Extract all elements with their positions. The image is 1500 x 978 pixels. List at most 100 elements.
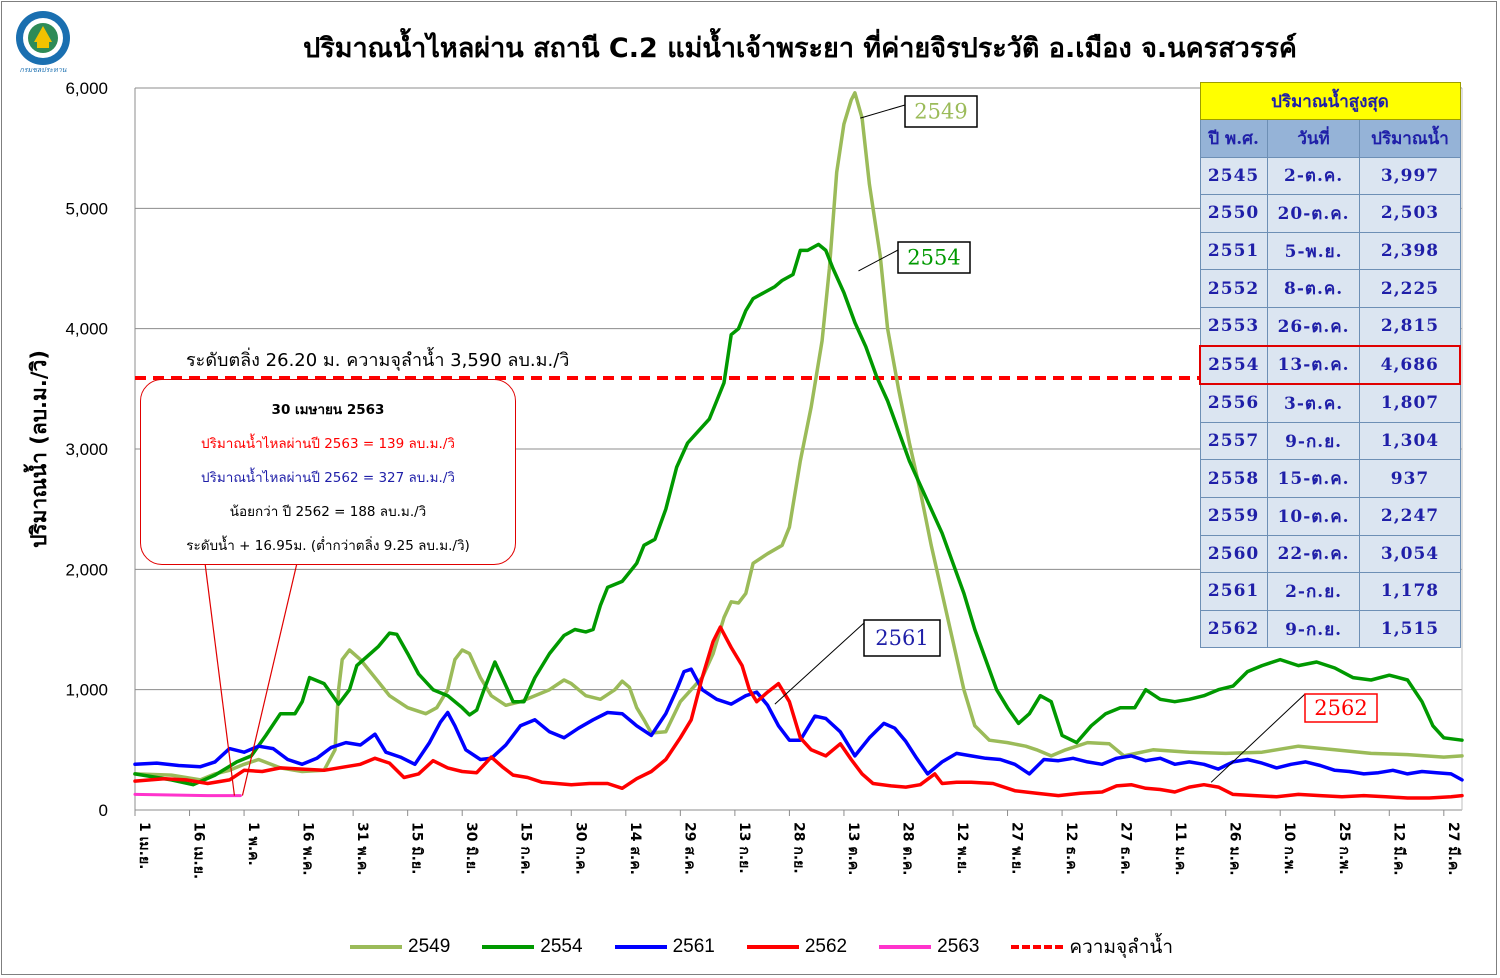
callout-box-2549 bbox=[904, 95, 978, 128]
peak-year: 2551 bbox=[1199, 231, 1268, 271]
table-row: 2552 8-ต.ค. 2,225 bbox=[1199, 269, 1461, 308]
legend-label: ความจุลำน้ำ bbox=[1069, 937, 1174, 958]
callout-leader-2562 bbox=[1210, 693, 1306, 783]
legend-label: 2561 bbox=[672, 936, 715, 957]
info-pointer-left bbox=[204, 562, 236, 796]
peak-year: 2557 bbox=[1199, 421, 1268, 461]
table-row: 2553 26-ต.ค. 2,815 bbox=[1199, 306, 1461, 347]
table-row: 2557 9-ก.ย. 1,304 bbox=[1199, 421, 1461, 461]
peak-table-title: ปริมาณน้ำสูงสุด bbox=[1199, 82, 1461, 120]
peak-date: 9-ก.ย. bbox=[1266, 421, 1361, 461]
status-info-box: 30 เมษายน 2563 ปริมาณน้ำไหลผ่านปี 2563 =… bbox=[140, 379, 516, 565]
x-tick-label: 26 ม.ค. bbox=[1227, 822, 1243, 876]
x-tick-label: 27 มี.ค. bbox=[1445, 822, 1461, 876]
series-line-2549 bbox=[133, 91, 1464, 782]
peak-date: 22-ต.ค. bbox=[1266, 534, 1361, 574]
info-difference: น้อยกว่า ปี 2562 = 188 ลบ.ม./วิ bbox=[229, 504, 427, 520]
peak-year: 2556 bbox=[1199, 383, 1268, 423]
peak-discharge: 1,807 bbox=[1359, 383, 1461, 423]
peak-discharge: 2,225 bbox=[1359, 269, 1461, 308]
peak-date: 8-ต.ค. bbox=[1266, 269, 1361, 308]
x-tick-label: 31 พ.ค. bbox=[354, 822, 370, 876]
x-tick-label: 10 ก.พ. bbox=[1281, 822, 1297, 875]
x-tick-label: 12 มี.ค. bbox=[1390, 822, 1406, 876]
legend-item: 2563 bbox=[879, 936, 979, 958]
legend-swatch bbox=[482, 945, 535, 949]
x-tick-label: 14 ส.ค. bbox=[627, 822, 643, 875]
legend-swatch bbox=[746, 945, 799, 949]
peak-discharge: 937 bbox=[1359, 459, 1461, 498]
chart-title: ปริมาณน้ำไหลผ่าน สถานี C.2 แม่น้ำเจ้าพระ… bbox=[303, 33, 1297, 64]
table-row: 2558 15-ต.ค. 937 bbox=[1199, 459, 1461, 498]
x-tick-label: 28 ก.ย. bbox=[790, 822, 806, 874]
x-tick-label: 27 ธ.ค. bbox=[1118, 822, 1134, 875]
peak-discharge: 2,815 bbox=[1359, 306, 1461, 347]
table-row: 2545 2-ต.ค. 3,997 bbox=[1199, 156, 1461, 196]
peak-year: 2552 bbox=[1199, 269, 1268, 308]
peak-date: 10-ต.ค. bbox=[1266, 496, 1361, 536]
callout-label-2554: 2554 bbox=[907, 246, 960, 270]
peak-year: 2558 bbox=[1199, 459, 1268, 498]
department-logo: กรมชลประทาน bbox=[16, 11, 70, 74]
legend-item: 2562 bbox=[746, 936, 847, 958]
y-tick-label: 5,000 bbox=[65, 199, 108, 218]
x-tick-label: 11 ม.ค. bbox=[1172, 822, 1188, 876]
table-row: 2561 2-ก.ย. 1,178 bbox=[1199, 572, 1461, 611]
x-tick-label: 27 พ.ย. bbox=[1009, 822, 1025, 874]
peak-year: 2562 bbox=[1199, 609, 1268, 649]
x-tick-label: 25 ก.พ. bbox=[1336, 822, 1352, 875]
series-line-2554 bbox=[133, 242, 1464, 787]
x-tick-label: 29 ส.ค. bbox=[681, 822, 697, 875]
peak-date: 2-ก.ย. bbox=[1266, 572, 1361, 611]
x-tick-label: 15 ก.ค. bbox=[518, 822, 534, 875]
svg-text:กรมชลประทาน: กรมชลประทาน bbox=[20, 66, 67, 74]
peak-discharge: 4,686 bbox=[1359, 344, 1462, 386]
legend-swatch bbox=[614, 945, 667, 949]
x-tick-label: 15 มิ.ย. bbox=[409, 822, 425, 874]
peak-year: 2559 bbox=[1199, 496, 1268, 536]
info-flow-2563: ปริมาณน้ำไหลผ่านปี 2563 = 139 ลบ.ม./วิ bbox=[201, 436, 455, 452]
x-tick-label: 16 พ.ค. bbox=[300, 822, 316, 876]
x-tick-label: 30 ก.ค. bbox=[572, 822, 588, 875]
x-tick-label: 13 ต.ค. bbox=[845, 822, 861, 875]
x-tick-label: 28 ต.ค. bbox=[899, 822, 915, 875]
peak-date: 5-พ.ย. bbox=[1266, 231, 1361, 271]
y-axis-label: ปริมาณน้ำ (ลบ.ม./วิ) bbox=[23, 350, 51, 548]
legend-label: 2563 bbox=[937, 936, 980, 957]
legend-swatch bbox=[879, 945, 932, 949]
legend-label: 2554 bbox=[540, 936, 583, 957]
peak-year: 2545 bbox=[1199, 156, 1268, 196]
x-tick-label: 12 พ.ย. bbox=[954, 822, 970, 874]
peak-year: 2550 bbox=[1199, 194, 1268, 233]
table-row: 2559 10-ต.ค. 2,247 bbox=[1199, 496, 1461, 536]
y-tick-label: 0 bbox=[99, 801, 108, 820]
table-row: 2560 22-ต.ค. 3,054 bbox=[1199, 534, 1461, 574]
legend-item: 2561 bbox=[614, 936, 715, 958]
series-line-2561 bbox=[133, 667, 1464, 782]
info-date: 30 เมษายน 2563 bbox=[271, 402, 385, 418]
peak-date: 2-ต.ค. bbox=[1266, 156, 1361, 196]
series-line-2562 bbox=[133, 625, 1464, 800]
callout-leader-2561 bbox=[774, 622, 865, 705]
table-row: 2550 20-ต.ค. 2,503 bbox=[1199, 194, 1461, 233]
x-tick-label: 16 เม.ย. bbox=[191, 822, 207, 879]
legend-label: 2549 bbox=[408, 936, 451, 957]
x-tick-label: 30 มิ.ย. bbox=[463, 822, 479, 874]
legend-swatch bbox=[350, 945, 402, 949]
peak-date: 15-ต.ค. bbox=[1266, 459, 1361, 498]
callout-box-2562 bbox=[1304, 693, 1378, 723]
callout-label-2561: 2561 bbox=[875, 626, 928, 650]
peak-discharge-table: ปริมาณน้ำสูงสุด ปี พ.ศ. วันที่ ปริมาณน้ำ… bbox=[1198, 82, 1462, 649]
peak-table-header-discharge: ปริมาณน้ำ bbox=[1359, 119, 1461, 158]
info-flow-2562: ปริมาณน้ำไหลผ่านปี 2562 = 327 ลบ.ม./วิ bbox=[201, 470, 455, 486]
table-row: 2551 5-พ.ย. 2,398 bbox=[1199, 231, 1461, 271]
x-tick-label: 1 เม.ย. bbox=[136, 822, 152, 869]
legend-item: 2554 bbox=[482, 936, 583, 958]
info-pointer-right bbox=[241, 562, 298, 796]
legend-swatch bbox=[1011, 945, 1064, 949]
peak-date: 13-ต.ค. bbox=[1266, 344, 1361, 386]
callout-box-2561 bbox=[863, 619, 941, 657]
y-tick-label: 6,000 bbox=[65, 79, 108, 98]
peak-discharge: 1,515 bbox=[1359, 609, 1461, 649]
